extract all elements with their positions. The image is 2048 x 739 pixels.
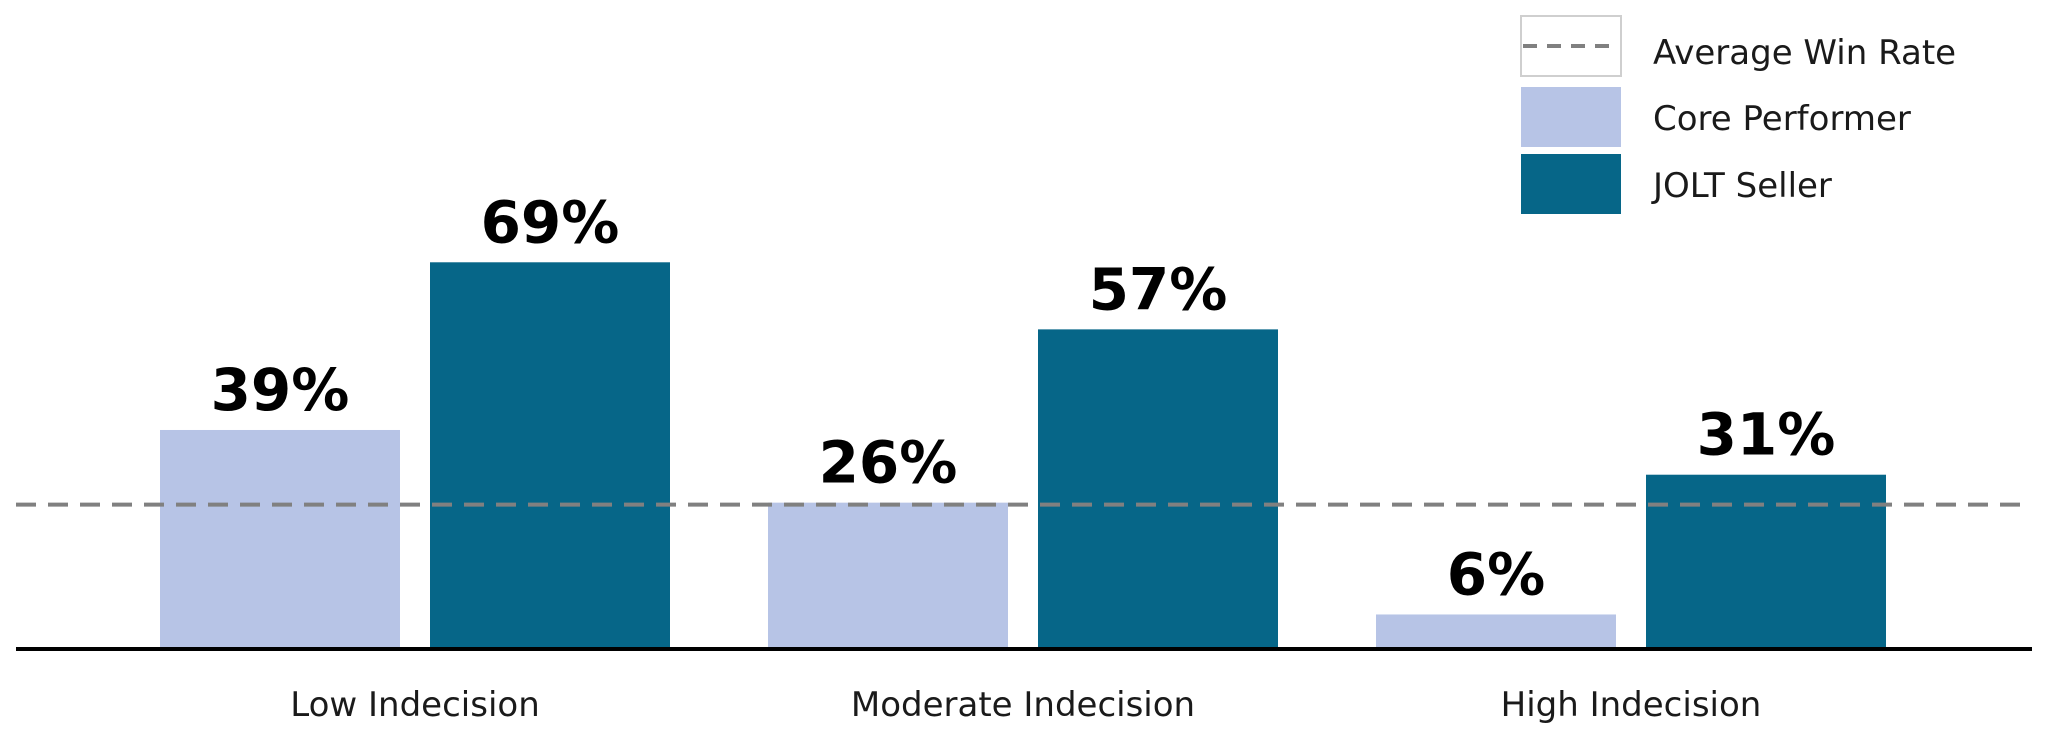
value-labels-group: 39% 69% 26% 57% 6% 31%	[211, 188, 1836, 608]
value-label-jolt-seller-moderate-indecision: 57%	[1089, 255, 1228, 323]
bar-core-performer-low-indecision	[160, 429, 400, 648]
category-label-high-indecision: High Indecision	[1501, 685, 1762, 725]
legend-label-average-win-rate: Average Win Rate	[1653, 33, 1956, 73]
bar-jolt-seller-low-indecision	[430, 262, 670, 648]
bar-jolt-seller-moderate-indecision	[1038, 329, 1278, 648]
bar-core-performer-high-indecision	[1376, 614, 1616, 648]
legend-item-jolt-seller: JOLT Seller	[1521, 154, 1832, 214]
legend: Average Win Rate Core Performer JOLT Sel…	[1520, 15, 1956, 214]
value-label-core-performer-low-indecision: 39%	[211, 356, 350, 424]
legend-label-core-performer: Core Performer	[1653, 99, 1911, 139]
category-label-low-indecision: Low Indecision	[290, 685, 540, 725]
bar-jolt-seller-high-indecision	[1646, 474, 1886, 648]
legend-swatch-core-performer	[1521, 87, 1621, 147]
value-label-jolt-seller-low-indecision: 69%	[481, 188, 620, 256]
bar-core-performer-moderate-indecision	[768, 502, 1008, 648]
category-labels-group: Low Indecision Moderate Indecision High In…	[290, 685, 1761, 725]
value-label-core-performer-high-indecision: 6%	[1447, 540, 1545, 608]
legend-item-core-performer: Core Performer	[1521, 87, 1911, 147]
bars-group	[160, 262, 1886, 648]
legend-label-jolt-seller: JOLT Seller	[1651, 166, 1832, 206]
value-label-jolt-seller-high-indecision: 31%	[1697, 401, 1836, 469]
legend-swatch-jolt-seller	[1521, 154, 1621, 214]
legend-item-average-win-rate: Average Win Rate	[1520, 15, 1956, 77]
category-label-moderate-indecision: Moderate Indecision	[851, 685, 1195, 725]
value-label-core-performer-moderate-indecision: 26%	[819, 429, 958, 497]
